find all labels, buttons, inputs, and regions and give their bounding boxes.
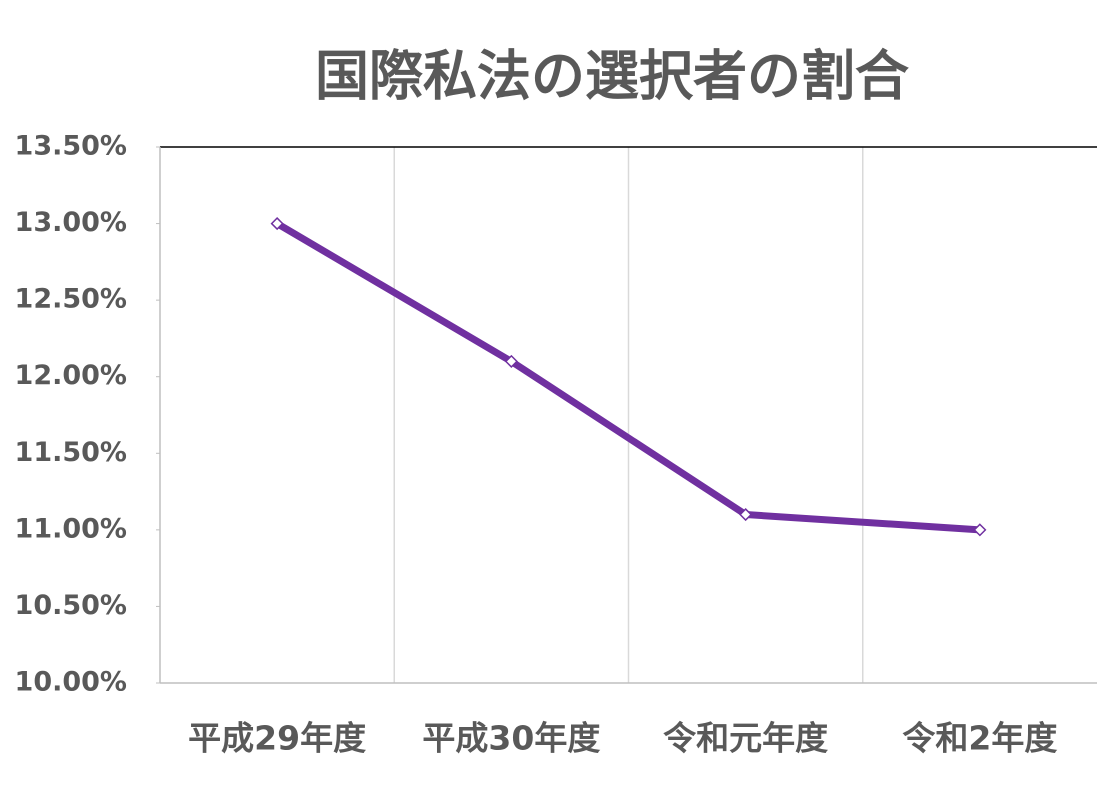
- y-tick-label: 10.00%: [15, 667, 127, 698]
- y-tick-label: 11.50%: [15, 437, 127, 468]
- y-tick-label: 11.00%: [15, 513, 127, 544]
- x-tick-label: 令和元年度: [663, 719, 828, 758]
- series-line: [275, 220, 981, 534]
- y-tick-label: 10.50%: [15, 590, 127, 621]
- point-marker: [504, 354, 518, 368]
- y-tick-label: 13.50%: [15, 131, 127, 162]
- y-tick-label: 13.00%: [15, 207, 127, 238]
- x-tick-label: 平成30年度: [422, 719, 600, 758]
- point-marker: [739, 507, 753, 522]
- chart-title: 国際私法の選択者の割合: [315, 45, 909, 108]
- x-tick-label: 平成29年度: [188, 719, 366, 758]
- y-tick-label: 12.50%: [15, 284, 127, 315]
- y-tick-label: 12.00%: [15, 360, 127, 391]
- x-tick-label: 令和2年度: [902, 719, 1057, 758]
- point-marker: [270, 217, 284, 231]
- point-marker: [973, 523, 987, 537]
